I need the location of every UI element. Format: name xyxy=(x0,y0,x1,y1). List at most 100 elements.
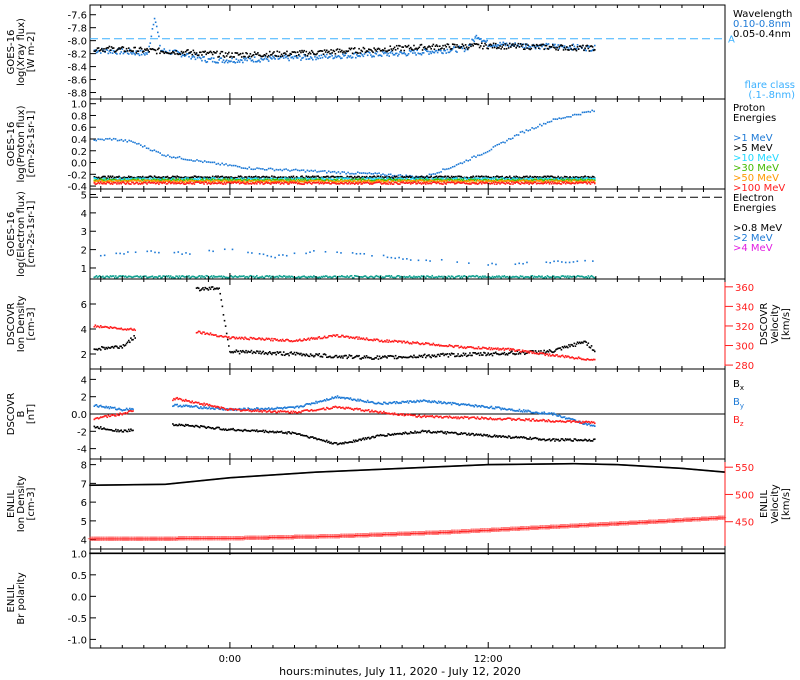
data-point xyxy=(261,180,264,183)
data-point xyxy=(550,46,553,48)
data-point xyxy=(459,46,462,48)
data-point xyxy=(160,181,162,184)
data-point xyxy=(134,337,137,339)
data-point xyxy=(574,178,577,180)
data-point xyxy=(240,181,243,183)
data-point xyxy=(120,180,123,183)
data-point xyxy=(463,275,466,277)
data-point xyxy=(310,176,313,178)
data-point xyxy=(278,179,281,181)
data-point xyxy=(482,176,484,179)
data-point xyxy=(497,46,499,49)
data-point xyxy=(233,350,236,353)
data-point xyxy=(173,251,176,254)
data-point xyxy=(287,169,289,171)
data-point xyxy=(168,179,171,182)
data-point xyxy=(436,172,439,174)
data-point xyxy=(592,176,595,178)
data-point xyxy=(244,55,246,58)
data-point xyxy=(512,44,514,47)
data-point xyxy=(361,54,364,56)
data-point xyxy=(462,177,465,179)
data-point xyxy=(377,54,380,57)
data-point xyxy=(329,55,331,58)
data-point xyxy=(353,175,356,178)
data-point xyxy=(373,47,375,49)
data-point xyxy=(406,45,409,48)
data-point xyxy=(391,180,394,183)
data-point xyxy=(438,171,440,174)
data-point xyxy=(294,55,297,57)
data-point xyxy=(132,51,134,54)
data-point xyxy=(372,180,374,182)
data-point xyxy=(247,338,250,340)
data-point xyxy=(120,47,123,49)
data-point xyxy=(253,337,256,340)
data-point xyxy=(554,179,556,182)
data-point xyxy=(573,178,576,181)
data-point xyxy=(421,177,424,180)
data-point xyxy=(155,180,158,183)
data-point xyxy=(530,177,533,180)
data-point xyxy=(245,276,247,278)
data-point xyxy=(159,177,161,179)
data-point xyxy=(551,176,554,178)
data-point xyxy=(191,176,194,178)
data-point xyxy=(364,356,367,359)
data-point xyxy=(573,357,576,360)
data-point xyxy=(313,180,315,182)
data-point xyxy=(256,338,258,341)
data-point xyxy=(555,354,557,356)
data-point xyxy=(546,181,549,184)
data-point xyxy=(150,180,153,183)
data-point xyxy=(421,49,424,51)
data-point xyxy=(561,275,564,277)
data-point xyxy=(332,180,335,183)
data-point xyxy=(526,352,528,355)
data-point xyxy=(224,52,227,54)
data-point xyxy=(497,182,499,184)
data-point xyxy=(359,252,362,255)
data-point xyxy=(499,183,501,185)
data-point xyxy=(208,51,211,54)
data-point xyxy=(307,58,310,60)
data-point xyxy=(139,179,142,182)
data-point xyxy=(175,177,177,179)
data-point xyxy=(335,172,338,174)
data-point xyxy=(465,176,468,179)
data-point xyxy=(493,180,496,182)
data-point xyxy=(272,52,274,54)
data-point xyxy=(412,182,414,185)
data-point xyxy=(553,260,555,263)
data-point xyxy=(346,179,349,182)
data-point xyxy=(151,149,154,152)
data-point xyxy=(485,44,487,46)
data-point xyxy=(230,60,232,63)
data-point xyxy=(225,332,228,335)
data-point xyxy=(226,181,229,184)
data-point xyxy=(190,159,192,161)
data-point xyxy=(107,47,110,49)
data-point xyxy=(221,305,224,308)
data-point xyxy=(203,275,205,278)
data-point xyxy=(242,181,244,183)
data-point xyxy=(304,54,307,56)
data-point xyxy=(562,181,565,183)
data-point xyxy=(236,276,239,278)
data-point xyxy=(395,340,398,342)
data-point xyxy=(494,176,497,178)
data-point xyxy=(402,258,404,260)
data-point xyxy=(541,182,543,185)
data-point xyxy=(417,176,420,179)
data-point xyxy=(521,43,524,46)
data-point xyxy=(180,275,183,278)
data-point xyxy=(562,179,565,182)
data-point xyxy=(338,55,341,58)
data-point xyxy=(484,178,486,181)
data-point xyxy=(363,47,366,50)
flare-class-label: (.1-.8nm) xyxy=(748,90,795,101)
data-point xyxy=(457,45,459,48)
data-point xyxy=(221,335,224,338)
data-point xyxy=(344,354,346,357)
data-point xyxy=(178,177,181,180)
